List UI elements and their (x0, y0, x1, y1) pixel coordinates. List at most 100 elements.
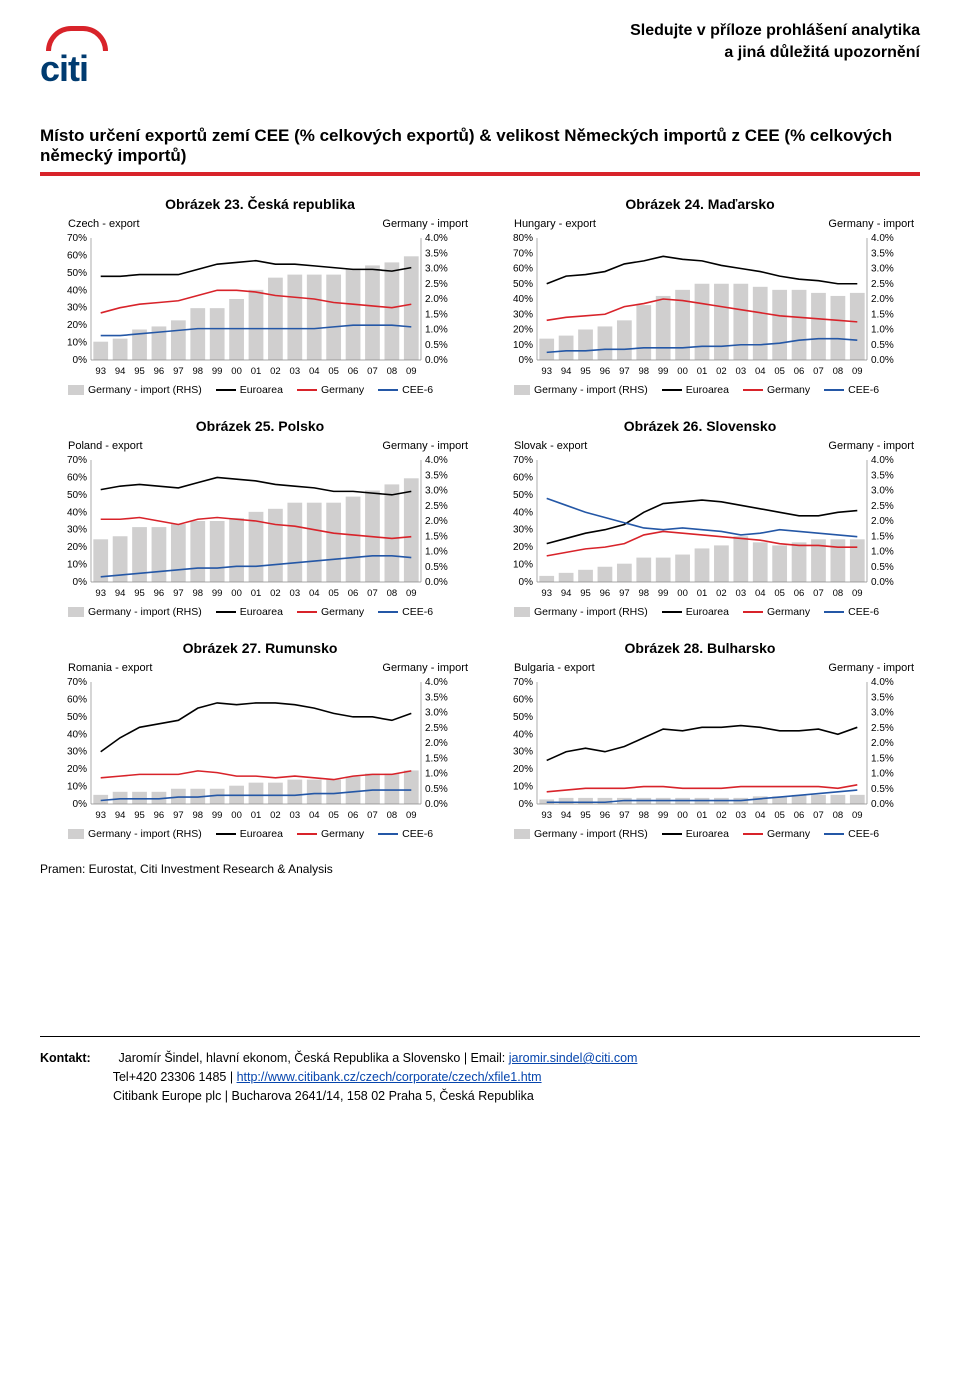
svg-text:0%: 0% (519, 355, 534, 366)
svg-text:97: 97 (619, 588, 630, 599)
svg-text:08: 08 (387, 810, 398, 821)
svg-text:70%: 70% (513, 248, 533, 259)
contact-email-link[interactable]: jaromir.sindel@citi.com (509, 1051, 638, 1065)
chart-header-right: Germany - import (382, 440, 468, 452)
legend-line-icon (662, 833, 682, 835)
svg-text:1.0%: 1.0% (871, 547, 894, 558)
svg-text:04: 04 (755, 588, 766, 599)
chart-header-left: Slovak - export (514, 440, 587, 452)
svg-text:0%: 0% (73, 799, 88, 810)
chart-title: Obrázek 28. Bulharsko (480, 640, 920, 656)
svg-text:1.5%: 1.5% (871, 309, 894, 320)
svg-text:02: 02 (716, 810, 727, 821)
svg-text:3.5%: 3.5% (425, 470, 448, 481)
svg-text:00: 00 (677, 366, 688, 377)
chart-panel: Bulgaria - export Germany - import 0% 10%… (486, 660, 920, 840)
contact-tel: Tel+420 23306 1485 | (113, 1070, 237, 1084)
contact-text: Jaromír Šindel, hlavní ekonom, Česká Rep… (119, 1051, 509, 1065)
legend-item-bar: Germany - import (RHS) (514, 828, 648, 840)
svg-text:06: 06 (348, 810, 359, 821)
legend-item-cee6: CEE-6 (824, 384, 879, 396)
svg-text:98: 98 (638, 366, 649, 377)
contact-url-link[interactable]: http://www.citibank.cz/czech/corporate/c… (237, 1070, 542, 1084)
svg-text:2.5%: 2.5% (871, 723, 894, 734)
svg-text:94: 94 (115, 810, 126, 821)
svg-text:99: 99 (658, 810, 669, 821)
svg-text:1.0%: 1.0% (425, 325, 448, 336)
svg-text:70%: 70% (513, 455, 533, 466)
svg-text:0%: 0% (519, 799, 534, 810)
legend-swatch-icon (514, 829, 530, 839)
svg-text:30%: 30% (67, 525, 87, 536)
svg-text:02: 02 (716, 588, 727, 599)
legend-line-icon (743, 611, 763, 613)
svg-text:93: 93 (95, 810, 106, 821)
svg-text:1.5%: 1.5% (425, 753, 448, 764)
svg-text:93: 93 (95, 588, 106, 599)
svg-text:04: 04 (309, 588, 320, 599)
svg-text:30%: 30% (67, 303, 87, 314)
svg-text:0.0%: 0.0% (425, 355, 448, 366)
legend-line-icon (824, 833, 844, 835)
legend-item-germany: Germany (297, 828, 364, 840)
svg-text:06: 06 (348, 366, 359, 377)
chart-header-left: Bulgaria - export (514, 662, 595, 674)
chart-header: Romania - export Germany - import (68, 662, 468, 674)
svg-text:10%: 10% (513, 340, 533, 351)
chart-svg: 0%10%20%30%40%50%60%70%0.0%0.5%1.0%1.5%2… (486, 676, 920, 826)
svg-text:01: 01 (697, 366, 708, 377)
svg-text:99: 99 (658, 366, 669, 377)
svg-text:4.0%: 4.0% (871, 455, 894, 466)
svg-text:96: 96 (154, 366, 165, 377)
chart-box: 0%10%20%30%40%50%60%70%0.0%0.5%1.0%1.5%2… (40, 676, 474, 826)
chart-header-left: Romania - export (68, 662, 152, 674)
chart-legend: Germany - import (RHS) Euroarea Germany … (514, 384, 920, 396)
legend-line-icon (824, 389, 844, 391)
svg-text:3.0%: 3.0% (871, 486, 894, 497)
chart-header-right: Germany - import (828, 218, 914, 230)
svg-text:94: 94 (115, 366, 126, 377)
chart-row: Czech - export Germany - import 0%10%20%… (40, 216, 920, 396)
svg-text:05: 05 (328, 366, 339, 377)
svg-text:10%: 10% (513, 782, 533, 793)
svg-text:50%: 50% (67, 490, 87, 501)
svg-text:60%: 60% (513, 472, 533, 483)
svg-text:0.0%: 0.0% (871, 799, 894, 810)
svg-text:08: 08 (833, 810, 844, 821)
svg-text:20%: 20% (513, 325, 533, 336)
svg-text:03: 03 (290, 366, 301, 377)
svg-text:1.5%: 1.5% (871, 531, 894, 542)
legend-item-germany: Germany (743, 384, 810, 396)
page-footer: Kontakt: Jaromír Šindel, hlavní ekonom, … (40, 1049, 920, 1105)
legend-line-icon (743, 389, 763, 391)
svg-text:96: 96 (154, 588, 165, 599)
svg-text:3.5%: 3.5% (425, 248, 448, 259)
svg-text:3.0%: 3.0% (871, 708, 894, 719)
svg-text:40%: 40% (513, 729, 533, 740)
svg-text:95: 95 (134, 588, 145, 599)
svg-text:10%: 10% (67, 560, 87, 571)
svg-text:1.0%: 1.0% (871, 325, 894, 336)
svg-text:08: 08 (387, 366, 398, 377)
svg-text:98: 98 (638, 810, 649, 821)
svg-text:40%: 40% (513, 507, 533, 518)
chart-title: Obrázek 27. Rumunsko (40, 640, 480, 656)
svg-text:4.0%: 4.0% (871, 233, 894, 244)
chart-header: Bulgaria - export Germany - import (514, 662, 914, 674)
chart-header-left: Hungary - export (514, 218, 596, 230)
svg-text:01: 01 (697, 588, 708, 599)
svg-text:98: 98 (192, 810, 203, 821)
legend-item-bar: Germany - import (RHS) (68, 828, 202, 840)
svg-text:50%: 50% (67, 712, 87, 723)
svg-text:0.0%: 0.0% (425, 799, 448, 810)
svg-text:2.0%: 2.0% (425, 294, 448, 305)
svg-text:4.0%: 4.0% (871, 677, 894, 688)
chart-svg: 0%10%20%30%40%50%60%70%0.0%0.5%1.0%1.5%2… (40, 454, 474, 604)
svg-text:1.0%: 1.0% (425, 769, 448, 780)
legend-line-icon (378, 611, 398, 613)
contact-address: Citibank Europe plc | Bucharova 2641/14,… (113, 1089, 534, 1103)
svg-text:3.0%: 3.0% (425, 708, 448, 719)
svg-text:3.0%: 3.0% (425, 486, 448, 497)
svg-text:40%: 40% (67, 729, 87, 740)
svg-text:05: 05 (774, 366, 785, 377)
